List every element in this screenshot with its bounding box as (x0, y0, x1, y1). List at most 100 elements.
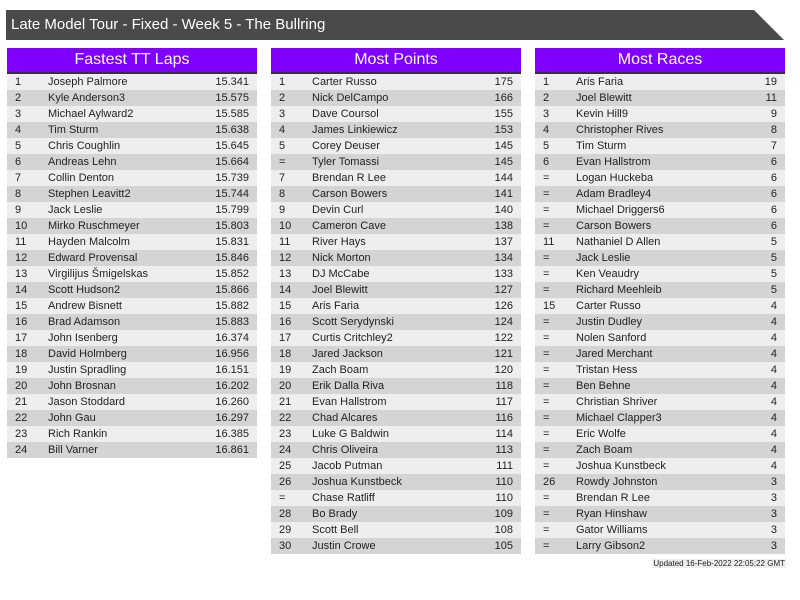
value: 5 (770, 284, 777, 296)
value: 110 (495, 492, 513, 504)
table-row: 12 Edward Provensal 15.846 (7, 250, 257, 266)
driver-name: Justin Dudley (576, 316, 643, 328)
table-row: = Eric Wolfe 4 (535, 426, 785, 442)
driver-name: Michael Aylward2 (48, 108, 134, 120)
value: 16.861 (215, 444, 249, 456)
table-row: 20 Erik Dalla Riva 118 (271, 378, 521, 394)
rank: 24 (15, 444, 28, 456)
value: 3 (770, 524, 777, 536)
value: 16.260 (215, 396, 249, 408)
value: 5 (770, 268, 777, 280)
driver-name: Rowdy Johnston (576, 476, 658, 488)
driver-name: Chase Ratliff (312, 492, 375, 504)
rank: = (543, 172, 550, 184)
rank: 26 (543, 476, 556, 488)
rank: 16 (15, 316, 28, 328)
table-row: 3 Kevin Hill9 9 (535, 106, 785, 122)
table-row: 20 John Brosnan 16.202 (7, 378, 257, 394)
value: 3 (770, 508, 777, 520)
table-row: 13 Virgilijus Šmigelskas 15.852 (7, 266, 257, 282)
table-row: = Richard Meehleib 5 (535, 282, 785, 298)
driver-name: Corey Deuser (312, 140, 380, 152)
value: 4 (770, 460, 777, 472)
value: 3 (770, 476, 777, 488)
table-heading: Most Races (535, 48, 785, 74)
table-row: 6 Evan Hallstrom 6 (535, 154, 785, 170)
value: 145 (494, 156, 513, 168)
value: 127 (494, 284, 513, 296)
rank: 2 (15, 92, 22, 104)
value: 16.297 (215, 412, 249, 424)
value: 133 (494, 268, 513, 280)
rank: = (279, 492, 286, 504)
value: 166 (494, 92, 513, 104)
rank: 12 (279, 252, 292, 264)
rank: 2 (279, 92, 286, 104)
value: 15.882 (215, 300, 249, 312)
table-row: 14 Scott Hudson2 15.866 (7, 282, 257, 298)
value: 4 (770, 364, 777, 376)
rank: 14 (279, 284, 292, 296)
value: 6 (770, 172, 777, 184)
rank: 10 (15, 220, 28, 232)
driver-name: Richard Meehleib (576, 284, 662, 296)
table-row: 2 Nick DelCampo 166 (271, 90, 521, 106)
driver-name: Jacob Putman (312, 460, 383, 472)
table-row: 15 Carter Russo 4 (535, 298, 785, 314)
driver-name: Tim Sturm (576, 140, 627, 152)
driver-name: Logan Huckeba (576, 172, 654, 184)
rank: 1 (279, 76, 286, 88)
rank: 8 (15, 188, 22, 200)
rank: = (543, 220, 550, 232)
driver-name: Zach Boam (576, 444, 633, 456)
driver-name: Aris Faria (576, 76, 624, 88)
value: 124 (494, 316, 513, 328)
driver-name: Chad Alcares (312, 412, 378, 424)
table-row: = Ben Behne 4 (535, 378, 785, 394)
table-row: 6 Andreas Lehn 15.664 (7, 154, 257, 170)
rank: 8 (279, 188, 286, 200)
driver-name: Brad Adamson (48, 316, 121, 328)
driver-name: Larry Gibson2 (576, 540, 646, 552)
table-row: 3 Michael Aylward2 15.585 (7, 106, 257, 122)
table-row: 22 Chad Alcares 116 (271, 410, 521, 426)
rank: 4 (543, 124, 550, 136)
value: 126 (494, 300, 513, 312)
driver-name: Stephen Leavitt2 (48, 188, 131, 200)
driver-name: Carson Bowers (312, 188, 388, 200)
value: 121 (494, 348, 513, 360)
table-row: = Larry Gibson2 3 (535, 538, 785, 554)
value: 114 (495, 428, 513, 440)
value: 15.852 (215, 268, 249, 280)
table-row: = Ryan Hinshaw 3 (535, 506, 785, 522)
driver-name: Jared Merchant (576, 348, 653, 360)
table-row: 10 Mirko Ruschmeyer 15.803 (7, 218, 257, 234)
rank: 10 (279, 220, 292, 232)
value: 15.799 (215, 204, 249, 216)
value: 15.744 (215, 188, 249, 200)
rank: 7 (15, 172, 22, 184)
value: 11 (765, 92, 777, 104)
table-row: = Tyler Tomassi 145 (271, 154, 521, 170)
table-row: 1 Carter Russo 175 (271, 74, 521, 90)
table-row: 21 Evan Hallstrom 117 (271, 394, 521, 410)
value: 111 (496, 460, 513, 472)
table-row: 16 Brad Adamson 15.883 (7, 314, 257, 330)
table-row: 30 Justin Crowe 105 (271, 538, 521, 554)
table-row: 9 Devin Curl 140 (271, 202, 521, 218)
value: 4 (770, 396, 777, 408)
rank: 22 (15, 412, 28, 424)
table-heading: Most Points (271, 48, 521, 74)
table-row: 19 Justin Spradling 16.151 (7, 362, 257, 378)
table-row: 15 Andrew Bisnett 15.882 (7, 298, 257, 314)
driver-name: Carson Bowers (576, 220, 652, 232)
table-row: = Christian Shriver 4 (535, 394, 785, 410)
rank: 13 (15, 268, 28, 280)
table-row: 5 Tim Sturm 7 (535, 138, 785, 154)
value: 4 (770, 300, 777, 312)
fastest-tt-laps-table: Fastest TT Laps 1 Joseph Palmore 15.341 2 Ky… (7, 48, 257, 458)
driver-name: Kevin Hill9 (576, 108, 628, 120)
value: 4 (770, 412, 777, 424)
driver-name: James Linkiewicz (312, 124, 398, 136)
driver-name: John Brosnan (48, 380, 116, 392)
